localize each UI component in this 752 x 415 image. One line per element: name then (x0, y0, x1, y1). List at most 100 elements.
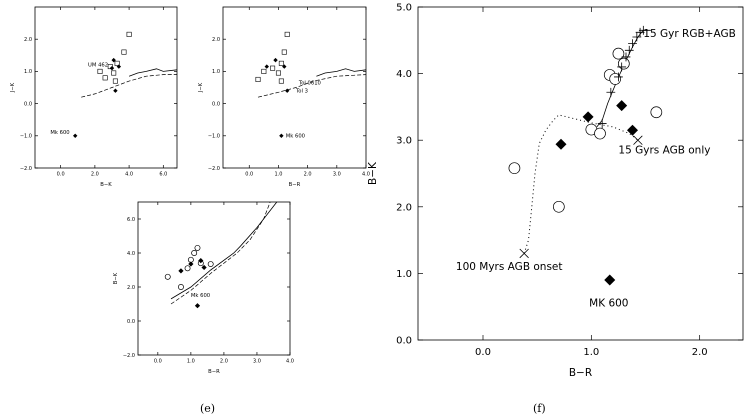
open-circle-point (609, 73, 622, 85)
annotation-label: Tol 3 (295, 88, 308, 94)
x-tick-label: 2.0 (692, 347, 708, 358)
y-tick-label: 2.0 (24, 37, 32, 43)
y-tick-label: 0.0 (127, 319, 135, 325)
x-tick-label: 0.0 (154, 359, 162, 365)
x-axis-label: B−R (208, 369, 220, 375)
x-tick-label: 1.0 (274, 172, 282, 178)
open-square-point (278, 60, 284, 66)
plot-0: 0.0 2.0 4.0 6.0−2.0−1.00.01.02.0B−KJ−KUM 46… (10, 6, 178, 188)
plus-marker (606, 87, 616, 97)
y-tick-label: 2.0 (127, 285, 135, 291)
y-tick-label: 0.0 (396, 336, 412, 347)
x-tick-label: 1.0 (583, 347, 599, 358)
y-axis-label: B−K (113, 272, 119, 284)
x-axis-label: B−R (569, 367, 592, 379)
y-tick-label: 4.0 (127, 251, 135, 257)
filled-diamond-point (178, 268, 184, 274)
filled-diamond-point (201, 264, 207, 271)
y-axis-label: B−K (367, 161, 379, 185)
filled-diamond-point (113, 88, 118, 93)
y-tick-label: −2.0 (208, 166, 220, 172)
plot-2: 0.0 1.0 2.0 3.0 4.0 −2.0 0.0 2.0 4.0 6.0 B−R B−K Mk … (113, 201, 294, 375)
annotation-label: 100 Myrs AGB onset (456, 261, 563, 273)
filled-diamond-point (604, 274, 616, 286)
filled-diamond-point (616, 100, 628, 112)
open-square-point (255, 76, 261, 82)
plus-marker (617, 62, 627, 72)
open-square-point (126, 31, 132, 37)
open-square-point (121, 49, 127, 55)
y-axis-label: J−K (10, 82, 16, 93)
plus-marker (614, 72, 623, 82)
filled-diamond-point (627, 124, 638, 136)
filled-diamond-point (279, 133, 284, 138)
dashed-curve (81, 74, 177, 98)
x-marker (633, 135, 643, 145)
plot-frame (417, 6, 744, 341)
y-tick-label: 1.0 (396, 269, 412, 280)
open-circle-point (178, 284, 184, 290)
open-circle-point (617, 57, 630, 70)
open-square-point (281, 49, 287, 55)
plot-1: 0.0 1.0 2.0 3.0 4.0−2.0−1.00.01.02.0B−RJ−K To… (198, 6, 370, 188)
x-axis-label: B−K (100, 182, 112, 188)
y-tick-label: −2.0 (20, 166, 32, 172)
x-axis-label: B−R (289, 182, 301, 188)
filled-diamond-point (111, 57, 116, 63)
y-tick-label: 2.0 (396, 202, 412, 213)
open-circle-point (191, 250, 198, 256)
solid-curve (128, 68, 178, 77)
x-tick-label: 0.0 (475, 347, 491, 358)
open-circle-point (184, 265, 191, 272)
x-tick-label: 4.0 (362, 172, 370, 178)
y-tick-label: −1.0 (208, 134, 220, 140)
open-circle-point (650, 106, 663, 119)
solid-curve (316, 68, 367, 77)
open-square-point (275, 70, 281, 76)
filled-diamond-point (582, 111, 594, 123)
y-tick-label: 5.0 (396, 3, 412, 14)
dashed-curve (257, 74, 367, 98)
plot-frame (222, 6, 367, 169)
filled-diamond-point (188, 261, 194, 267)
caption-f: (f) (533, 402, 546, 415)
open-circle-point (508, 162, 521, 175)
annotation-label: Mk 600 (191, 293, 210, 299)
plus-marker (597, 119, 607, 128)
open-square-point (112, 78, 118, 84)
y-tick-label: 6.0 (127, 217, 135, 223)
filled-diamond-point (194, 303, 201, 309)
x-marker (519, 248, 529, 259)
x-tick-label: 0.0 (57, 172, 65, 178)
dashed-curve (170, 201, 271, 305)
x-tick-label: 3.0 (333, 172, 341, 178)
filled-diamond-point (264, 64, 269, 69)
x-tick-label: 0.0 (245, 172, 253, 178)
open-square-point (284, 31, 290, 37)
plot-frame (34, 6, 178, 169)
dotted-curve (523, 114, 639, 254)
x-tick-label: 2.0 (304, 172, 312, 178)
plot-3: 0.0 1.0 2.0 0.0 1.0 2.0 3.0 4.0 5.0 B−R B−K 15 Gyr … (367, 3, 744, 379)
open-circle-point (207, 261, 214, 267)
annotation-label: 15 Gyr RGB+AGB (643, 28, 735, 40)
plus-marker (628, 39, 637, 49)
y-tick-label: 0.0 (24, 101, 32, 107)
y-tick-label: 3.0 (396, 136, 412, 147)
x-tick-label: 1.0 (187, 359, 195, 365)
filled-diamond-point (198, 258, 204, 264)
plus-marker (624, 45, 634, 55)
open-circle-point (612, 47, 625, 60)
annotation-label: UM 462 (88, 63, 108, 69)
annotation-label: Mk 600 (50, 130, 69, 136)
y-tick-label: 2.0 (212, 37, 220, 43)
plus-marker (632, 32, 642, 42)
x-tick-label: 4.0 (125, 172, 133, 178)
caption-e: (e) (200, 402, 216, 415)
open-circle-point (552, 200, 565, 213)
open-circle-point (594, 127, 606, 140)
x-tick-label: 3.0 (253, 359, 261, 365)
y-tick-label: 1.0 (212, 69, 220, 75)
filled-diamond-point (109, 65, 115, 71)
